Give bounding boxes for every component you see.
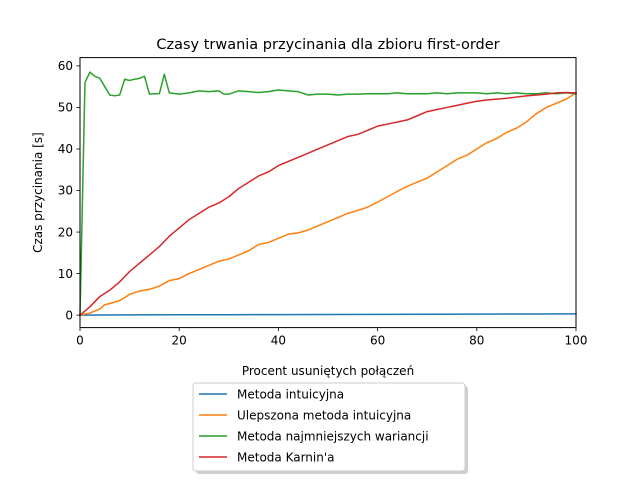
x-axis-title: Procent usuniętych połączeń	[242, 364, 414, 378]
y-axis-ticks: 0 10 20 30 40 50 60	[58, 59, 80, 322]
y-tick-label-2: 20	[58, 225, 73, 239]
legend: Metoda intuicyjna Ulepszona metoda intuic…	[192, 382, 468, 474]
plot-frame	[79, 57, 577, 329]
y-tick-label-3: 30	[58, 184, 73, 198]
x-tick-label-3: 60	[370, 334, 385, 348]
legend-label-2: Metoda najmniejszych wariancji	[237, 429, 429, 443]
legend-items: Metoda intuicyjna Ulepszona metoda intuic…	[199, 387, 429, 464]
y-tick-label-5: 50	[58, 101, 73, 115]
x-tick-label-4: 80	[469, 334, 484, 348]
y-tick-label-1: 10	[58, 267, 73, 281]
y-tick-label-0: 0	[65, 308, 73, 322]
x-tick-label-1: 20	[172, 334, 187, 348]
plot-lines	[78, 71, 578, 317]
series-line-0	[79, 313, 577, 316]
x-tick-label-0: 0	[76, 334, 84, 348]
y-tick-label-6: 60	[58, 59, 73, 73]
y-axis-title: Czas przycinania [s]	[31, 132, 45, 253]
x-tick-label-5: 100	[565, 334, 588, 348]
series-line-2	[79, 71, 577, 316]
y-tick-label-4: 40	[58, 142, 73, 156]
legend-box	[192, 382, 466, 472]
series-line-1	[79, 91, 578, 317]
series-line-3	[78, 91, 577, 317]
legend-label-0: Metoda intuicyjna	[237, 387, 344, 401]
x-tick-label-2: 40	[271, 334, 286, 348]
legend-label-1: Ulepszona metoda intuicyjna	[237, 408, 411, 422]
legend-label-3: Metoda Karnin'a	[237, 450, 335, 464]
chart-title: Czasy trwania przycinania dla zbioru fir…	[156, 37, 499, 53]
x-axis-ticks: 0 20 40 60 80 100	[76, 327, 588, 348]
